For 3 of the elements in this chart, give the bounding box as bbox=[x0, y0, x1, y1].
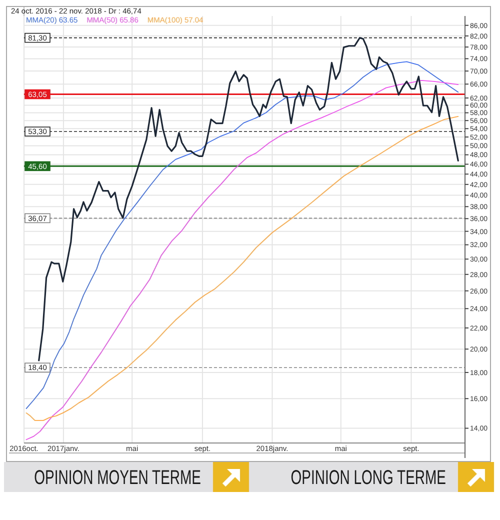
line-series bbox=[26, 116, 459, 421]
text: OPINION LONG TERME bbox=[290, 465, 446, 489]
text: OPINION MOYEN TERME bbox=[34, 465, 201, 489]
